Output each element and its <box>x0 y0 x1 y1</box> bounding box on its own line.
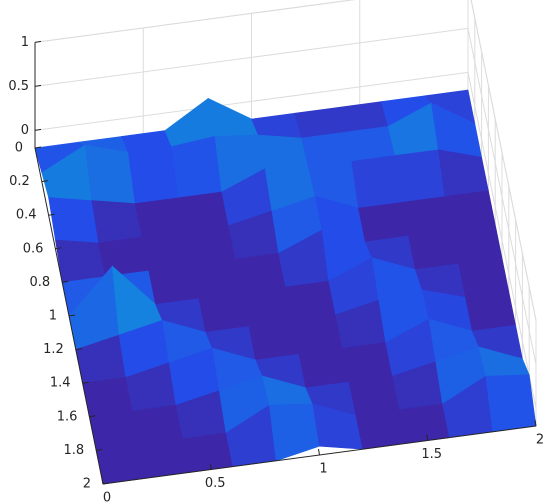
axis-line <box>34 0 356 43</box>
y-tick-label: 1.6 <box>57 409 78 424</box>
x-tick-label: 2 <box>536 433 544 448</box>
grid-line <box>34 27 469 87</box>
surface-patch <box>355 409 407 450</box>
tick-mark <box>209 463 212 470</box>
tick-mark <box>102 482 110 485</box>
surface-patch <box>128 146 179 204</box>
surface-patch <box>55 239 106 283</box>
y-tick-label: 1.2 <box>43 342 64 357</box>
surface-patch <box>342 342 393 383</box>
tick-mark <box>68 314 76 317</box>
tick-mark <box>34 40 42 43</box>
y-tick-label: 1.8 <box>64 443 85 458</box>
tick-mark <box>89 415 96 418</box>
surface-patch <box>444 190 496 231</box>
surface-patch <box>132 404 184 445</box>
z-tick-label: 0 <box>21 123 29 138</box>
surface-patch <box>301 131 353 168</box>
surface-patch <box>171 136 223 199</box>
grid-line <box>34 71 469 131</box>
tick-mark <box>426 434 429 441</box>
surface-patch <box>408 229 460 270</box>
surface-patch <box>82 377 134 418</box>
surface-patch <box>394 149 446 203</box>
x-tick-label: 0 <box>103 491 111 504</box>
surface-patch <box>348 375 400 416</box>
y-tick-label: 1 <box>49 309 57 324</box>
z-tick-label: 0.5 <box>8 79 29 94</box>
y-tick-label: 1.4 <box>50 376 71 391</box>
surface-patch <box>257 134 309 169</box>
tick-mark <box>82 381 89 384</box>
surface-patch <box>48 197 100 244</box>
surface-patch <box>139 438 190 479</box>
surface-patch <box>485 374 537 433</box>
tick-mark <box>318 448 320 456</box>
surface-patch <box>89 410 140 451</box>
surface-patch <box>191 258 243 299</box>
surface-patch <box>91 200 143 244</box>
x-tick-label: 1.5 <box>421 447 442 462</box>
surface-patch <box>458 257 510 298</box>
tick-mark <box>34 84 42 87</box>
surface-patch <box>401 196 453 237</box>
surface-patch <box>178 191 229 232</box>
surface-patch <box>358 202 409 243</box>
y-tick-label: 0 <box>15 141 23 156</box>
tick-mark <box>96 448 103 451</box>
tick-mark <box>48 213 55 216</box>
surface-patch <box>98 236 150 277</box>
surface-patch <box>182 432 234 473</box>
surface-patch <box>251 112 303 139</box>
tick-mark <box>55 247 62 250</box>
surface-patch <box>198 292 250 333</box>
y-tick-label: 2 <box>83 477 91 492</box>
surface-patch <box>351 155 403 209</box>
surface-patch <box>451 224 503 265</box>
z-tick-label: 1 <box>21 35 29 50</box>
surface-patch <box>269 403 320 462</box>
surface-patch <box>298 348 350 389</box>
x-tick-label: 1 <box>319 462 327 477</box>
surface-patch <box>235 253 286 294</box>
tick-mark <box>41 180 48 183</box>
surface-patch <box>84 144 136 204</box>
tick-mark <box>34 128 42 131</box>
grid-line <box>467 72 537 409</box>
grid-line <box>467 28 537 365</box>
surface-patch <box>437 149 489 197</box>
x-tick-label: 0.5 <box>205 476 226 491</box>
surface-patch <box>248 320 300 361</box>
tick-mark <box>62 280 69 283</box>
tick-mark <box>34 146 42 149</box>
surface-patch <box>344 126 396 162</box>
surface-patch <box>95 444 147 485</box>
surface-patch <box>148 264 200 305</box>
surface-patch <box>241 286 293 327</box>
surface-patch <box>141 231 193 272</box>
tick-mark <box>75 348 82 351</box>
surface-patch <box>184 225 236 266</box>
tick-mark <box>534 419 537 427</box>
surface-patch <box>285 280 336 321</box>
surface-patch <box>291 314 343 355</box>
surface-patch <box>398 403 450 444</box>
surface-patch <box>465 291 516 332</box>
tick-mark <box>101 477 104 485</box>
surface-patch <box>134 197 186 238</box>
y-tick-label: 0.2 <box>9 174 30 189</box>
y-tick-label: 0.8 <box>30 275 51 290</box>
y-tick-label: 0.6 <box>23 241 44 256</box>
y-tick-label: 0.4 <box>16 208 37 223</box>
axis-line <box>470 0 537 321</box>
